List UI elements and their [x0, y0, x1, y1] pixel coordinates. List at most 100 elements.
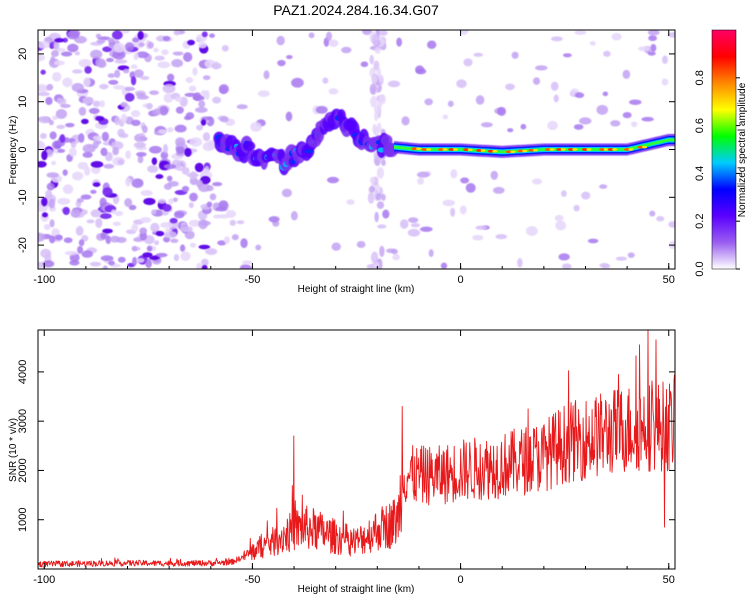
spectrogram-band-peak	[517, 149, 524, 153]
spectrogram-noise-cell	[376, 201, 385, 210]
spectrogram-noise-cell	[361, 30, 373, 36]
spectrogram-noise-cell	[64, 250, 78, 256]
spectrogram-noise-cell	[92, 182, 101, 187]
spectrogram-noise-cell	[76, 197, 84, 203]
spectrogram-noise-cell	[456, 79, 467, 89]
spectrogram-noise-cell	[169, 217, 178, 224]
spectrogram-noise-cell	[130, 64, 138, 69]
spectrogram-noise-cell	[480, 122, 493, 128]
spectrogram-noise-cell	[198, 244, 211, 250]
spectrogram-noise-cell	[396, 37, 403, 47]
spectrogram-noise-cell	[188, 219, 202, 227]
spectrogram-noise-cell	[201, 264, 208, 269]
snr-x-tick-label: 0	[458, 574, 464, 586]
spectrogram-noise-cell	[276, 35, 285, 46]
spectrogram-noise-cell	[285, 111, 293, 122]
spectrogram-noise-cell	[77, 245, 84, 254]
spectrogram-noise-cell	[96, 39, 106, 44]
spectrogram-noise-cell	[162, 143, 169, 154]
spectrogram-noise-cell	[40, 69, 46, 75]
spectrogram-noise-cell	[132, 256, 138, 266]
spectrogram-x-tick-label: 0	[458, 274, 464, 286]
spectrogram-x-tick-label: -50	[244, 274, 260, 286]
spectrogram-noise-cell	[78, 58, 92, 68]
spectrogram-noise-cell	[162, 35, 171, 42]
spectrogram-noise-cell	[146, 245, 153, 252]
spectrogram-noise-cell	[379, 94, 386, 105]
spectrogram-noise-cell	[217, 240, 227, 246]
spectrogram-noise-cell	[615, 256, 628, 261]
spectrogram-noise-cell	[172, 197, 178, 203]
spectrogram-noise-cell	[610, 120, 621, 127]
spectrogram-noise-cell	[163, 231, 177, 239]
spectrogram-noise-cell	[268, 216, 280, 223]
spectrogram-noise-cell	[136, 257, 145, 263]
spectrogram-noise-cell	[198, 100, 206, 109]
spectrogram-y-tick-label: -10	[17, 189, 29, 205]
spectrogram-noise-cell	[212, 96, 222, 104]
spectrogram-noise-cell	[174, 124, 187, 133]
spectrogram-noise-cell	[428, 249, 434, 257]
spectrogram-noise-cell	[475, 225, 488, 230]
spectrogram-noise-cell	[124, 198, 133, 208]
spectrogram-noise-cell	[60, 103, 71, 108]
spectrogram-noise-cell	[51, 140, 62, 149]
spectrogram-noise-cell	[308, 32, 315, 39]
spectrogram-noise-cell	[139, 227, 148, 235]
spectrogram-noise-cell	[52, 71, 62, 82]
spectrogram-noise-cell	[133, 237, 142, 242]
spectrogram-band-peak	[549, 148, 555, 151]
spectrogram-band-peak	[438, 148, 445, 151]
spectrogram-noise-cell	[369, 83, 377, 95]
spectrogram-noise-cell	[41, 197, 48, 207]
spectrogram-noise-cell	[391, 248, 398, 255]
spectrogram-noise-cell	[108, 79, 119, 85]
spectrogram-noise-cell	[39, 133, 47, 139]
spectrogram-noise-cell	[82, 96, 95, 105]
spectrogram-noise-cell	[550, 36, 563, 42]
spectrogram-noise-cell	[560, 190, 567, 197]
spectrogram-noise-cell	[490, 170, 499, 180]
spectrogram-noise-cell	[179, 244, 186, 252]
spectrogram-noise-cell	[154, 240, 160, 246]
spectrogram-band-peak	[421, 148, 428, 151]
spectrogram-noise-cell	[113, 85, 126, 90]
spectrogram-noise-cell	[242, 260, 253, 265]
spectrogram-noise-cell	[38, 140, 46, 151]
spectrogram-noise-cell	[550, 81, 559, 91]
spectrogram-noise-cell	[175, 137, 186, 147]
spectrogram-noise-cell	[661, 78, 669, 86]
spectrogram-noise-cell	[95, 57, 106, 68]
spectrogram-noise-cell	[65, 122, 75, 128]
spectrogram-y-ticks: -20 -10 0 10 20	[17, 48, 675, 253]
spectrogram-x-tick-label: 50	[663, 274, 675, 286]
spectrogram-noise-cell	[38, 232, 46, 242]
spectrogram-noise-cell	[155, 252, 168, 258]
spectrogram-noise-cell	[38, 40, 50, 49]
spectrogram-noise-cell	[369, 54, 375, 65]
spectrogram-noise-cell	[505, 83, 515, 91]
colorbar: 0.0 0.2 0.4 0.6 0.8 Normalized spectral ampl…	[694, 29, 748, 277]
spectrogram-band-peak	[463, 148, 470, 152]
spectrogram-noise-cell	[322, 77, 329, 84]
spectrogram-noise-cell	[132, 37, 140, 43]
spectrogram-noise-cell	[114, 116, 121, 126]
spectrogram-band-peak	[476, 149, 483, 152]
spectrogram-noise-cell	[415, 65, 425, 74]
spectrogram-x-ticks: -100 -50 0 50	[33, 30, 675, 286]
spectrogram-noise-cell	[122, 68, 130, 74]
spectrogram-noise-cell	[154, 55, 165, 61]
spectrogram-noise-cell	[417, 177, 424, 185]
spectrogram-noise-cell	[196, 124, 204, 131]
spectrogram-noise-cell	[62, 169, 68, 176]
spectrogram-noise-cell	[173, 30, 181, 36]
spectrogram-noise-cell	[649, 210, 656, 217]
spectrogram-noise-cell	[194, 107, 208, 113]
spectrogram-noise-cell	[90, 189, 97, 194]
spectrogram-noise-cell	[81, 118, 89, 125]
spectrogram-noise-cell	[108, 260, 115, 266]
spectrogram-noise-cell	[82, 151, 93, 158]
spectrogram-noise-cell	[114, 59, 128, 64]
snr-x-ticks: -100 -50 0 50	[33, 330, 675, 586]
spectrogram-noise-cell	[650, 43, 657, 52]
